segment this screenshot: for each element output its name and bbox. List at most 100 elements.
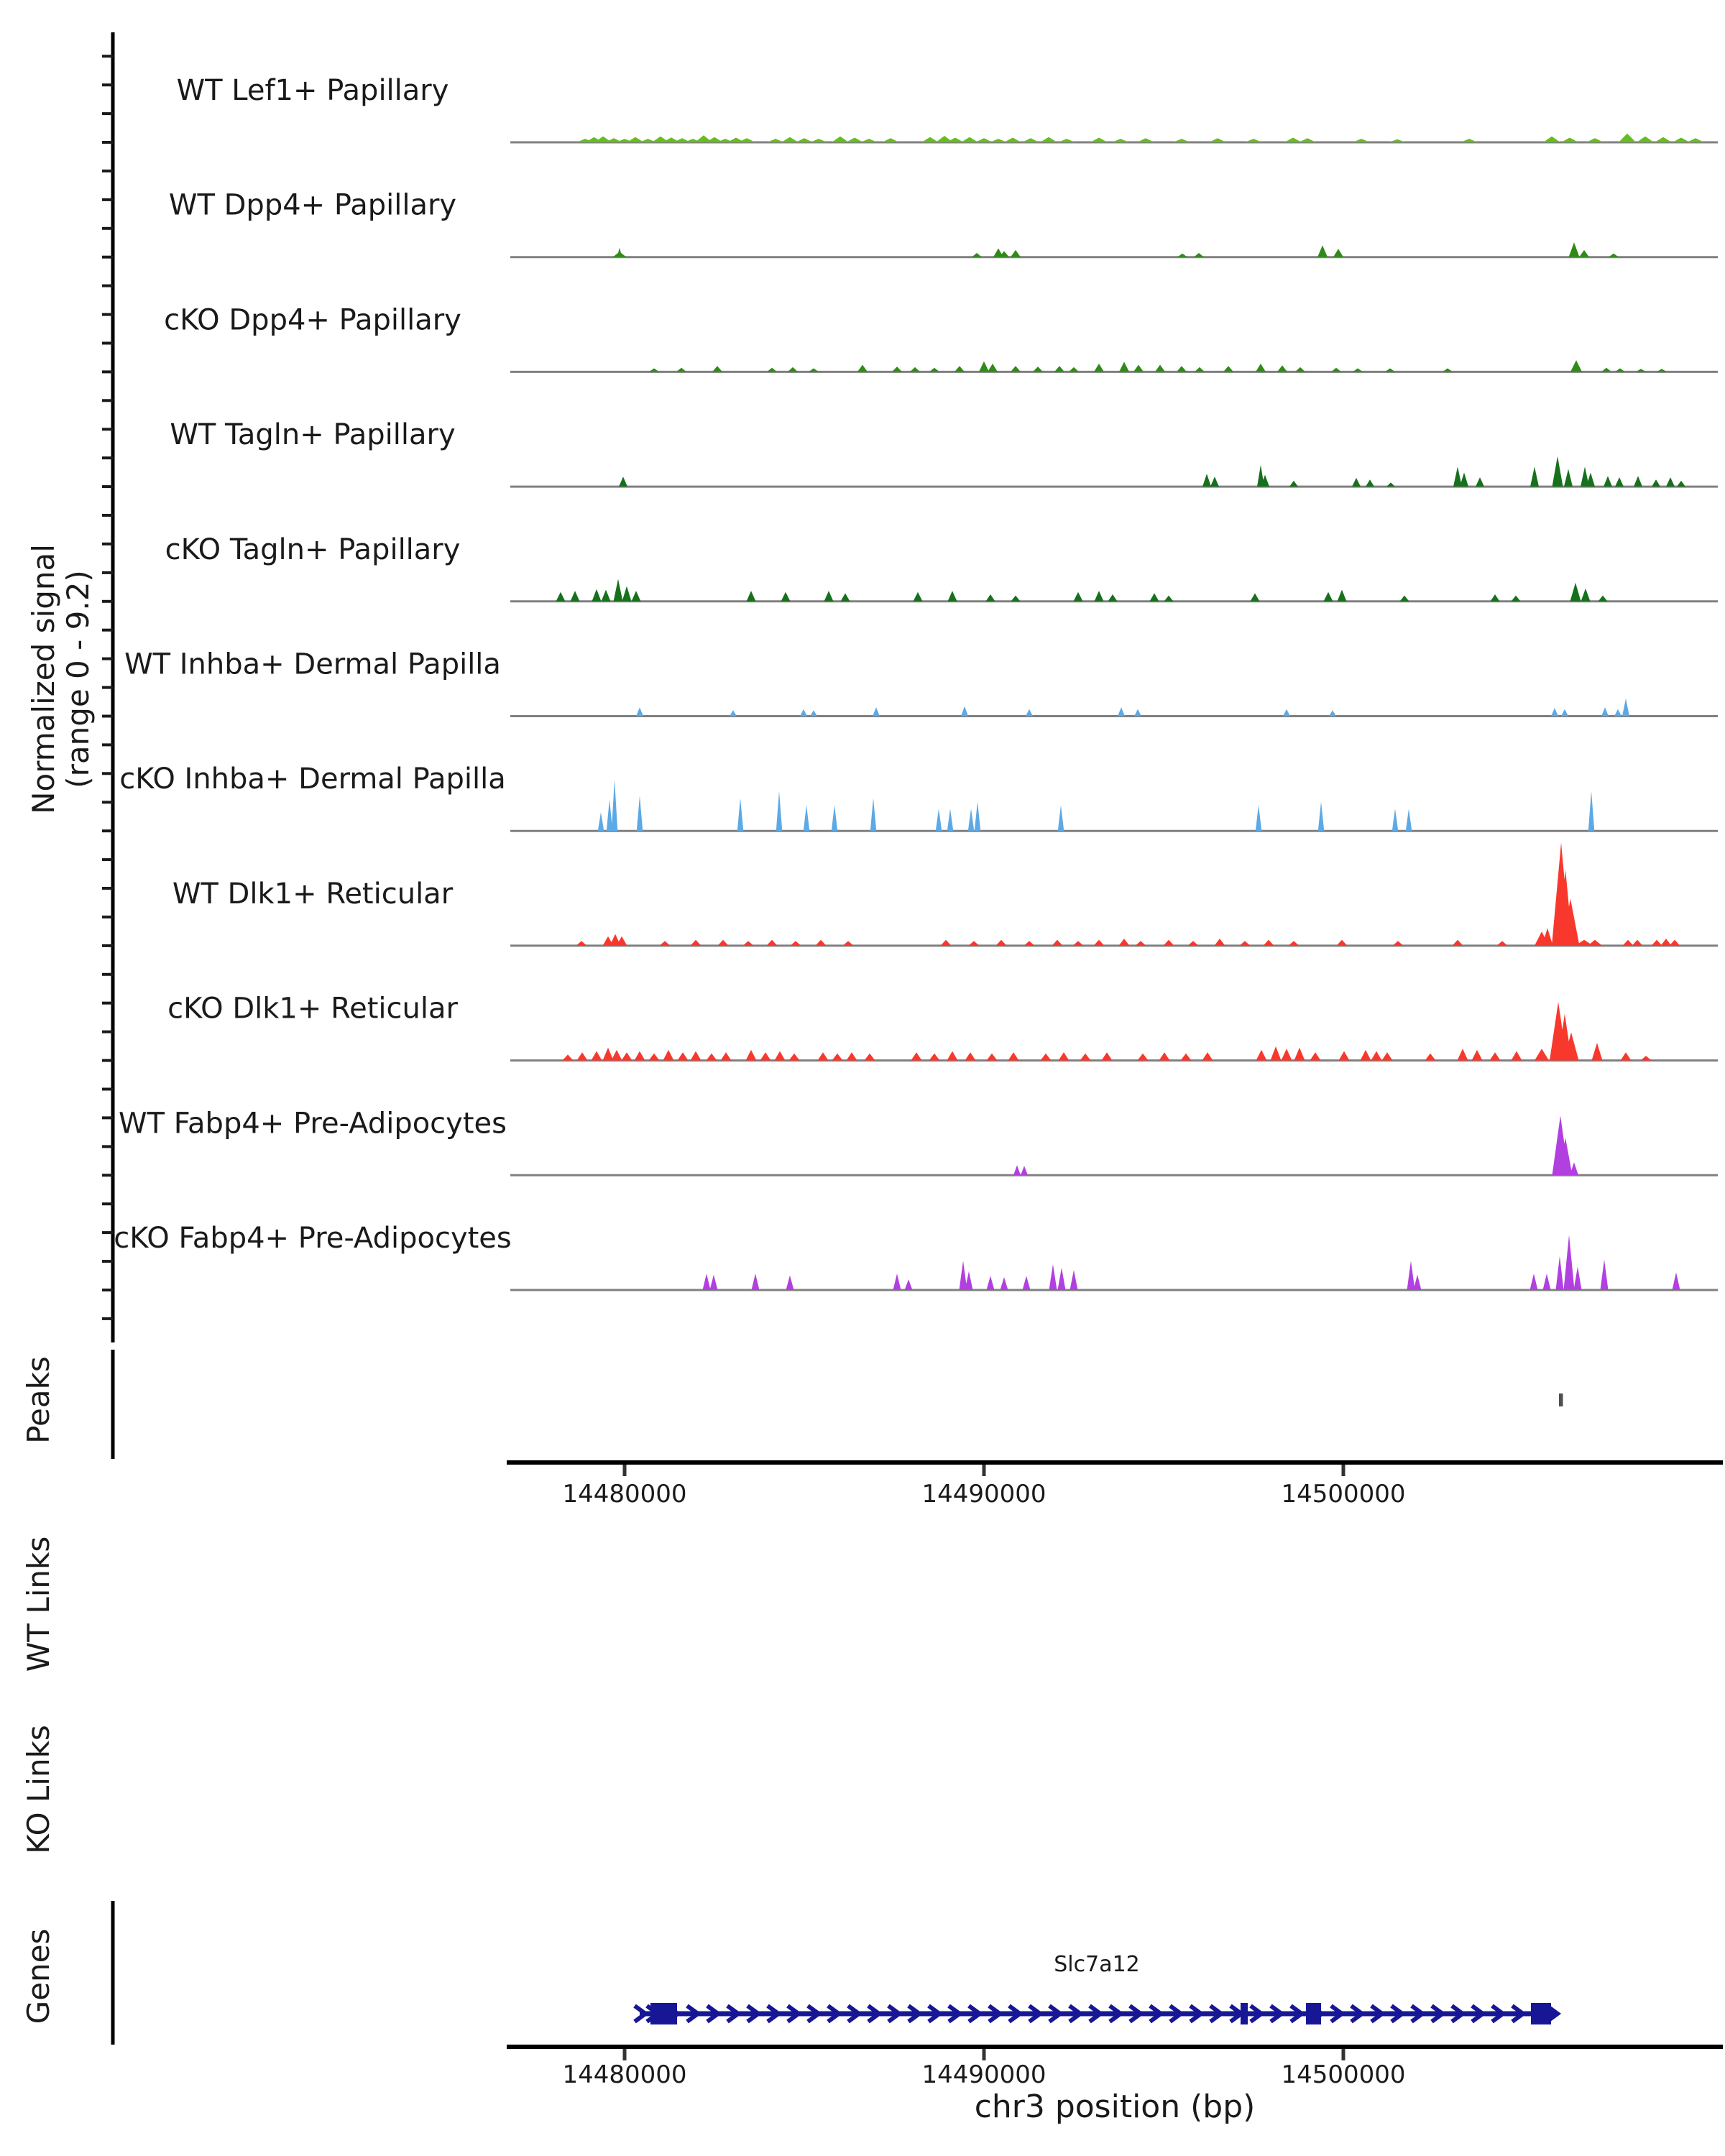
strand-arrow: [1491, 2004, 1507, 2024]
strand-arrow: [726, 2004, 742, 2024]
strand-arrow: [1511, 2004, 1527, 2024]
gene-exon: [1241, 2003, 1248, 2024]
peak-interval: [1559, 1393, 1563, 1406]
track-label: cKO Fabp4+ Pre-Adipocytes: [114, 1222, 512, 1255]
track-label: cKO Dpp4+ Papillary: [164, 303, 461, 336]
strand-arrow: [786, 2004, 803, 2024]
peaks-x-axis: 14480000 14490000 14500000: [507, 1460, 1723, 1508]
signal-area: [562, 1002, 1652, 1061]
genes-panel: Genes Slc7a12: [21, 1929, 1562, 2024]
strand-arrow: [1350, 2004, 1366, 2024]
strand-arrow: [927, 2004, 944, 2024]
strand-arrow: [1450, 2004, 1467, 2024]
signal-area: [649, 360, 1667, 372]
strand-arrow: [1189, 2004, 1205, 2024]
signal-track: WT Fabp4+ Pre-Adipocytes: [119, 1107, 1718, 1176]
signal-area: [636, 699, 1629, 717]
strand-arrow: [1068, 2004, 1085, 2024]
signal-track: cKO Tagln+ Papillary: [165, 533, 1718, 603]
strand-arrow: [1169, 2004, 1185, 2024]
strand-arrow: [766, 2004, 783, 2024]
strand-arrow: [1330, 2004, 1346, 2024]
gene-exon: [1531, 2003, 1551, 2024]
signal-area: [576, 842, 1680, 946]
strand-arrow: [1149, 2004, 1165, 2024]
signal-track: cKO Inhba+ Dermal Papilla: [119, 763, 1718, 832]
y-axis-label-line1: Normalized signal: [26, 544, 61, 814]
strand-arrow: [1430, 2004, 1447, 2024]
genes-panel-label: Genes: [21, 1929, 56, 2024]
x-axis-tick-label: 14490000: [921, 1480, 1046, 1508]
x-axis-title: chr3 position (bp): [975, 2088, 1256, 2125]
genes-x-axis: chr3 position (bp) 14480000 14490000 14500…: [111, 1901, 1723, 2125]
signal-track: cKO Dpp4+ Papillary: [164, 303, 1718, 373]
x-axis-tick-label: 14500000: [1281, 1480, 1405, 1508]
signal-area: [597, 779, 1595, 831]
strand-arrow: [1209, 2004, 1225, 2024]
signal-area: [1013, 1115, 1578, 1176]
gene-name-label: Slc7a12: [1054, 1952, 1140, 1977]
strand-arrow: [1088, 2004, 1105, 2024]
signal-area: [619, 456, 1685, 487]
track-label: WT Lef1+ Papillary: [177, 74, 449, 107]
links-panels: WT Links KO Links: [21, 1537, 56, 1854]
signal-area: [576, 133, 1704, 142]
x-axis-tick-label: 14490000: [921, 2060, 1046, 2089]
strand-arrow: [1269, 2004, 1286, 2024]
track-label: WT Inhba+ Dermal Papilla: [124, 648, 501, 681]
strand-arrow: [1008, 2004, 1024, 2024]
track-label: cKO Dlk1+ Reticular: [167, 992, 458, 1026]
strand-arrow: [686, 2004, 702, 2024]
strand-arrow: [1108, 2004, 1125, 2024]
signal-area: [702, 1235, 1680, 1290]
signal-track: WT Dlk1+ Reticular: [172, 842, 1718, 947]
signal-track: cKO Fabp4+ Pre-Adipocytes: [114, 1222, 1718, 1291]
strand-arrow: [1390, 2004, 1407, 2024]
strand-arrow: [867, 2004, 883, 2024]
peaks-panel-label: Peaks: [21, 1356, 56, 1444]
strand-arrow: [1410, 2004, 1427, 2024]
strand-arrow: [1128, 2004, 1145, 2024]
strand-arrow: [1249, 2004, 1266, 2024]
track-label: cKO Inhba+ Dermal Papilla: [119, 763, 505, 796]
y-axis-label-line2: (range 0 - 9.2): [60, 570, 96, 788]
strand-arrow: [988, 2004, 1004, 2024]
strand-arrow: [1289, 2004, 1306, 2024]
gene-exon: [650, 2003, 677, 2024]
track-label: WT Dpp4+ Papillary: [169, 189, 456, 222]
signal-track: WT Inhba+ Dermal Papilla: [124, 648, 1718, 717]
strand-arrow: [1028, 2004, 1044, 2024]
strand-arrow: [847, 2004, 863, 2024]
signal-track: WT Tagln+ Papillary: [170, 418, 1718, 488]
track-label: cKO Tagln+ Papillary: [165, 533, 461, 566]
signal-area: [556, 579, 1608, 602]
ko-links-panel-label: KO Links: [21, 1725, 56, 1854]
strand-arrow: [633, 2004, 650, 2024]
strand-arrow: [1471, 2004, 1487, 2024]
track-label: WT Fabp4+ Pre-Adipocytes: [119, 1107, 507, 1140]
signal-track: cKO Dlk1+ Reticular: [167, 992, 1718, 1062]
peaks-panel: Peaks: [21, 1350, 1563, 1459]
strand-arrow: [706, 2004, 722, 2024]
signal-area: [612, 242, 1619, 257]
signal-track: WT Lef1+ Papillary: [177, 74, 1718, 144]
strand-arrow: [1370, 2004, 1386, 2024]
track-label: WT Dlk1+ Reticular: [172, 877, 454, 911]
tracks-y-spine: [102, 32, 115, 1342]
x-axis-tick-label: 14480000: [562, 1480, 686, 1508]
signal-track: WT Dpp4+ Papillary: [169, 189, 1718, 259]
track-label: WT Tagln+ Papillary: [170, 418, 455, 451]
signal-tracks-panel: WT Lef1+ Papillary WT Dpp4+ Papillary cKO …: [114, 74, 1718, 1291]
strand-arrow: [827, 2004, 843, 2024]
x-axis-tick-label: 14500000: [1281, 2060, 1405, 2089]
strand-arrow: [907, 2004, 924, 2024]
strand-arrow: [967, 2004, 984, 2024]
strand-arrow: [1048, 2004, 1064, 2024]
strand-arrow: [806, 2004, 823, 2024]
x-axis-tick-label: 14480000: [562, 2060, 686, 2089]
wt-links-panel-label: WT Links: [21, 1537, 56, 1672]
gene-exon: [1306, 2003, 1321, 2024]
strand-arrow: [746, 2004, 763, 2024]
